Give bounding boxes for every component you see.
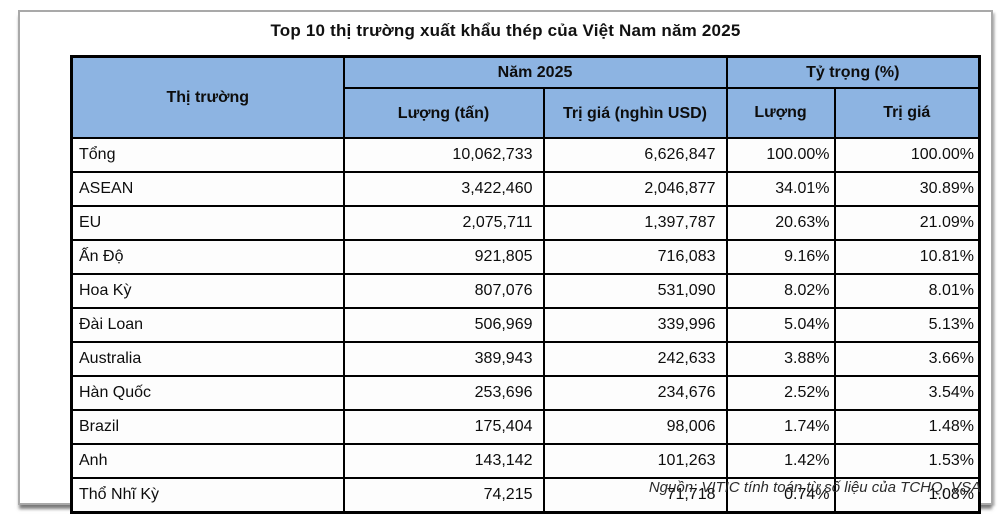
cell-value: 234,676 [542, 375, 728, 411]
cell-value-share: 3.54% [833, 375, 981, 411]
col-header-share-volume: Lượng [725, 87, 836, 139]
table-row: Brazil 175,404 98,006 1.74% 1.48% [70, 409, 981, 445]
cell-value-share: 1.48% [833, 409, 981, 445]
cell-value: 2,046,877 [542, 171, 728, 207]
cell-market: Brazil [70, 409, 345, 445]
table-row: Anh 143,142 101,263 1.42% 1.53% [70, 443, 981, 479]
header-row-measures: Lượng (tấn) Trị giá (nghìn USD) Lượng Tr… [72, 87, 981, 139]
table-row: Hàn Quốc 253,696 234,676 2.52% 3.54% [70, 375, 981, 411]
cell-volume: 506,969 [342, 307, 545, 343]
cell-volume: 807,076 [342, 273, 545, 309]
header-row-groups: Thị trường Năm 2025 Tỷ trọng (%) [70, 55, 981, 139]
cell-volume: 921,805 [342, 239, 545, 275]
col-header-volume-tons: Lượng (tấn) [342, 87, 545, 139]
cell-market: Australia [70, 341, 345, 377]
cell-volume: 253,696 [342, 375, 545, 411]
cell-value-share: 30.89% [833, 171, 981, 207]
cell-value-share: 8.01% [833, 273, 981, 309]
table-row: ASEAN 3,422,460 2,046,877 34.01% 30.89% [70, 171, 981, 207]
cell-market: Thổ Nhĩ Kỳ [70, 477, 345, 514]
cell-value: 98,006 [542, 409, 728, 445]
table-row-total: Tổng 10,062,733 6,626,847 100.00% 100.00… [70, 137, 981, 173]
cell-value-share: 3.66% [833, 341, 981, 377]
table-row: Thổ Nhĩ Kỳ 74,215 71,718 0.74% 1.08% [70, 477, 981, 514]
cell-volume-share: 1.74% [725, 409, 836, 445]
cell-value: 71,718 [542, 477, 728, 514]
cell-volume-share: 5.04% [725, 307, 836, 343]
cell-volume-share: 9.16% [725, 239, 836, 275]
cell-value-share: 1.08% [833, 477, 981, 514]
cell-market: ASEAN [70, 171, 345, 207]
cell-volume: 10,062,733 [342, 137, 545, 173]
table-row: Australia 389,943 242,633 3.88% 3.66% [70, 341, 981, 377]
cell-market: Tổng [70, 137, 345, 173]
col-group-year-2025: Năm 2025 [342, 55, 728, 89]
cell-volume: 389,943 [342, 341, 545, 377]
col-header-share-value: Trị giá [833, 87, 981, 139]
cell-market: EU [70, 205, 345, 241]
cell-value: 6,626,847 [542, 137, 728, 173]
cell-volume: 175,404 [342, 409, 545, 445]
cell-value: 339,996 [542, 307, 728, 343]
col-group-share: Tỷ trọng (%) [725, 55, 981, 89]
cell-volume: 143,142 [342, 443, 545, 479]
cell-value: 1,397,787 [542, 205, 728, 241]
table-row: Hoa Kỳ 807,076 531,090 8.02% 8.01% [70, 273, 981, 309]
col-header-market: Thị trường [70, 55, 345, 139]
cell-value: 531,090 [542, 273, 728, 309]
cell-market: Ấn Độ [70, 239, 345, 275]
table-row: Đài Loan 506,969 339,996 5.04% 5.13% [70, 307, 981, 343]
cell-value-share: 21.09% [833, 205, 981, 241]
cell-market: Hoa Kỳ [70, 273, 345, 309]
cell-volume-share: 20.63% [725, 205, 836, 241]
cell-volume-share: 8.02% [725, 273, 836, 309]
table-row: Ấn Độ 921,805 716,083 9.16% 10.81% [70, 239, 981, 275]
cell-volume: 3,422,460 [342, 171, 545, 207]
cell-volume-share: 1.42% [725, 443, 836, 479]
cell-volume-share: 34.01% [725, 171, 836, 207]
col-header-value-usd: Trị giá (nghìn USD) [542, 87, 728, 139]
cell-market: Đài Loan [70, 307, 345, 343]
cell-volume: 74,215 [342, 477, 545, 514]
cell-volume-share: 100.00% [725, 137, 836, 173]
cell-volume-share: 0.74% [725, 477, 836, 514]
cell-market: Anh [70, 443, 345, 479]
cell-volume-share: 2.52% [725, 375, 836, 411]
source-note: Nguồn: VITIC tính toán từ số liệu của TC… [648, 479, 981, 496]
page-title: Top 10 thị trường xuất khẩu thép của Việ… [270, 21, 741, 40]
figure-card: Top 10 thị trường xuất khẩu thép của Việ… [18, 10, 993, 514]
cell-volume: 2,075,711 [342, 205, 545, 241]
cell-value-share: 100.00% [833, 137, 981, 173]
cell-value-share: 1.53% [833, 443, 981, 479]
cell-value-share: 5.13% [833, 307, 981, 343]
cell-market: Hàn Quốc [70, 375, 345, 411]
cell-value: 716,083 [542, 239, 728, 275]
cell-value: 242,633 [542, 341, 728, 377]
cell-value-share: 10.81% [833, 239, 981, 275]
cell-volume-share: 3.88% [725, 341, 836, 377]
steel-export-table: Thị trường Năm 2025 Tỷ trọng (%) Lượng (… [70, 55, 982, 514]
cell-value: 101,263 [542, 443, 728, 479]
table-row: EU 2,075,711 1,397,787 20.63% 21.09% [70, 205, 981, 241]
